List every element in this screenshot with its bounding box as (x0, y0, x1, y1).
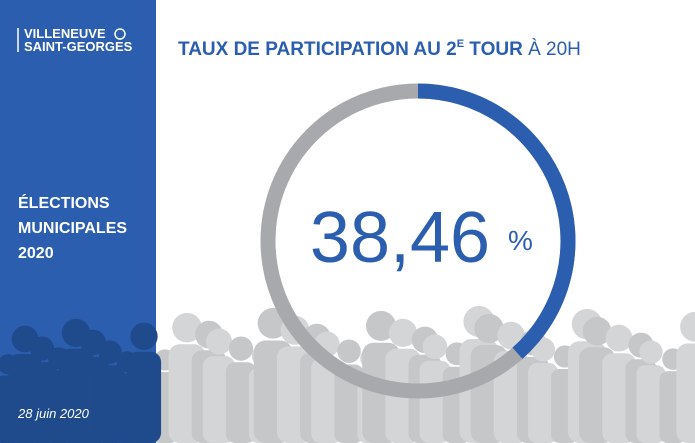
silhouette-head (474, 313, 504, 344)
silhouette-body (676, 343, 695, 443)
silhouette-head (98, 340, 122, 364)
silhouette-head (680, 311, 695, 342)
sidebar-heading: MUNICIPALES (18, 220, 127, 237)
silhouette-head (605, 324, 633, 352)
sidebar-heading: ÉLECTIONS (18, 193, 110, 212)
silhouette-head (639, 340, 663, 364)
title-part: À 20H (523, 39, 581, 60)
marks (417, 83, 576, 359)
silhouette-body (528, 362, 558, 443)
silhouette-head (206, 328, 232, 355)
silhouette-body (126, 351, 162, 443)
silhouette-head (130, 322, 158, 351)
title-superscript: E (457, 38, 464, 50)
donut-arc (417, 83, 576, 359)
title-part: TOUR (464, 39, 523, 60)
logo-line: SAINT-GEORGES (24, 39, 133, 54)
silhouette-head (388, 318, 418, 347)
value-label: 38,46 (310, 198, 490, 278)
silhouette-head (337, 339, 361, 363)
silhouette-head (497, 321, 525, 350)
chart-title: TAUX DE PARTICIPATION AU 2E TOUR À 20H (178, 38, 581, 60)
silhouette-head (422, 334, 448, 360)
logo-emblem (114, 28, 126, 40)
silhouette-body (225, 362, 257, 443)
title-part: TAUX DE PARTICIPATION AU 2 (178, 39, 457, 60)
value-unit: % (508, 225, 533, 256)
logo-line: VILLENEUVE (24, 26, 106, 41)
crowd-sidebar (0, 318, 162, 443)
silhouette-head (172, 312, 202, 343)
date: 28 juin 2020 (17, 406, 90, 421)
silhouette-head (228, 336, 254, 361)
sidebar-heading: 2020 (18, 245, 54, 262)
silhouette-head (582, 316, 612, 346)
silhouette-head (29, 336, 55, 361)
silhouette-body (419, 360, 451, 443)
silhouette-head (365, 310, 397, 341)
silhouette-body (636, 365, 666, 443)
